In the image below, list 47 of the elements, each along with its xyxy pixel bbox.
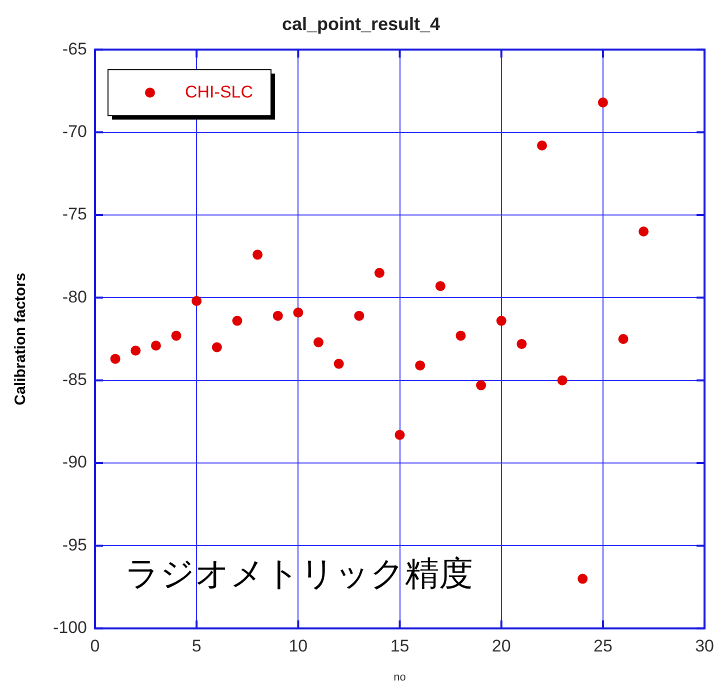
point — [334, 358, 344, 369]
point — [598, 98, 608, 108]
point — [171, 330, 182, 341]
x-tick-label: 30 — [695, 636, 714, 656]
point — [293, 308, 304, 318]
y-tick-label: -80 — [62, 287, 87, 306]
y-tick-label: -95 — [62, 535, 87, 554]
x-tick-label: 10 — [288, 636, 308, 656]
point — [496, 316, 506, 326]
point — [618, 334, 628, 344]
point — [130, 346, 141, 356]
y-tick-label: -100 — [52, 618, 87, 638]
point — [638, 226, 649, 237]
point — [476, 380, 486, 390]
point — [394, 430, 405, 440]
point — [516, 338, 527, 349]
annotation: ラジオメトリック精度 — [125, 554, 473, 594]
y-tick-label: -90 — [62, 452, 87, 472]
point — [354, 310, 364, 321]
point — [212, 342, 222, 352]
point — [110, 354, 120, 364]
y-tick-label: -65 — [62, 39, 87, 58]
point — [272, 310, 283, 321]
x-tick-label: 25 — [593, 636, 612, 656]
point — [537, 140, 547, 151]
point — [252, 250, 263, 260]
point — [557, 375, 568, 386]
x-axis-title: no — [394, 671, 406, 684]
legend-label: CHI-SLC — [185, 82, 254, 102]
x-tick-label: 15 — [390, 636, 410, 656]
x-tick-label: 0 — [90, 636, 100, 656]
y-tick-label: -75 — [62, 204, 87, 224]
point — [150, 340, 161, 351]
y-axis-title: Calibration factors — [12, 272, 30, 406]
y-tick-label: -70 — [62, 122, 87, 141]
point — [374, 268, 384, 278]
point — [232, 316, 242, 326]
chart-title: cal_point_result_4 — [282, 14, 440, 34]
point — [415, 360, 426, 370]
y-tick-label: -85 — [62, 370, 87, 390]
point — [435, 281, 446, 292]
point — [456, 330, 466, 341]
x-tick-label: 20 — [492, 636, 511, 656]
point — [192, 296, 202, 306]
point — [578, 574, 588, 584]
x-tick-label: 5 — [192, 636, 202, 656]
point — [314, 337, 324, 348]
